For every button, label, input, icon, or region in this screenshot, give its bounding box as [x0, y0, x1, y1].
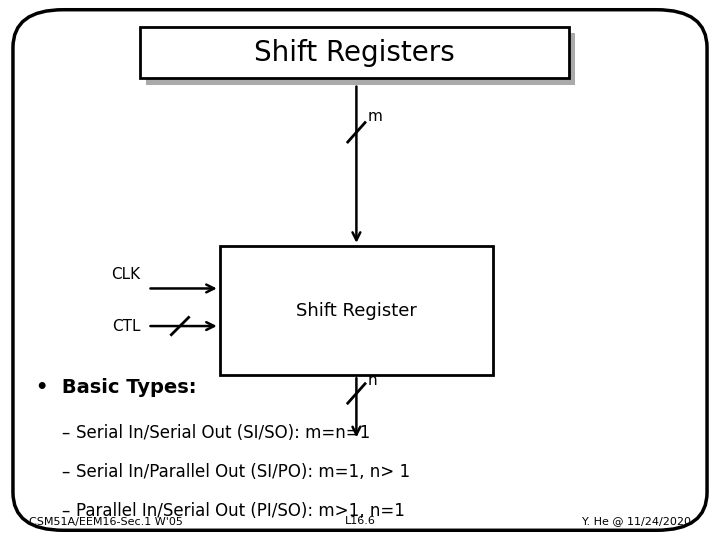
Text: Parallel In/Serial Out (PI/SO): m>1, n=1: Parallel In/Serial Out (PI/SO): m>1, n=1 [76, 502, 405, 519]
Text: n: n [367, 373, 377, 388]
Text: –: – [61, 463, 70, 481]
FancyBboxPatch shape [146, 33, 575, 85]
Bar [220, 246, 493, 375]
Text: Shift Register: Shift Register [296, 301, 417, 320]
Text: •  Basic Types:: • Basic Types: [36, 378, 197, 397]
Text: Serial In/Serial Out (SI/SO): m=n=1: Serial In/Serial Out (SI/SO): m=n=1 [76, 424, 370, 442]
Text: –: – [61, 424, 70, 442]
Text: CSM51A/EEM16-Sec.1 W'05: CSM51A/EEM16-Sec.1 W'05 [29, 516, 183, 526]
FancyBboxPatch shape [140, 27, 569, 78]
Text: CLK: CLK [112, 267, 140, 282]
Text: L16.6: L16.6 [345, 516, 375, 526]
Text: Serial In/Parallel Out (SI/PO): m=1, n> 1: Serial In/Parallel Out (SI/PO): m=1, n> … [76, 463, 410, 481]
FancyBboxPatch shape [13, 10, 707, 530]
Text: Shift Registers: Shift Registers [254, 39, 455, 66]
Text: Y. He @ 11/24/2020: Y. He @ 11/24/2020 [582, 516, 691, 526]
Text: CTL: CTL [112, 319, 140, 334]
Text: –: – [61, 502, 70, 519]
Text: m: m [367, 109, 382, 124]
